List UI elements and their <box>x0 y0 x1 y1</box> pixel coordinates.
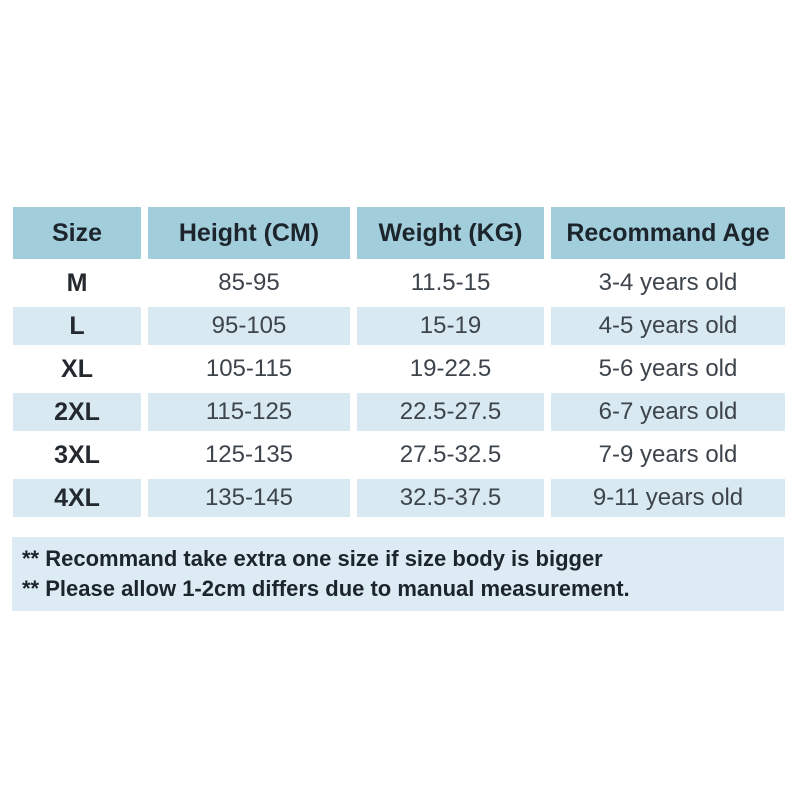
cell-weight: 32.5-37.5 <box>357 479 544 517</box>
cell-age: 3-4 years old <box>551 264 785 302</box>
footnote-size-advice: ** Recommand take extra one size if size… <box>22 545 603 571</box>
column-header-size: Size <box>13 207 141 259</box>
cell-size: 3XL <box>13 436 141 474</box>
cell-weight: 11.5-15 <box>357 264 544 302</box>
cell-weight: 22.5-27.5 <box>357 393 544 431</box>
cell-age: 5-6 years old <box>551 350 785 388</box>
cell-weight: 19-22.5 <box>357 350 544 388</box>
cell-height: 135-145 <box>148 479 350 517</box>
cell-height: 85-95 <box>148 264 350 302</box>
cell-age: 4-5 years old <box>551 307 785 345</box>
cell-size: 4XL <box>13 479 141 517</box>
column-header-height: Height (CM) <box>148 207 350 259</box>
size-table: Size Height (CM) Weight (KG) Recommand A… <box>13 207 785 517</box>
cell-weight: 15-19 <box>357 307 544 345</box>
cell-height: 115-125 <box>148 393 350 431</box>
cell-size: L <box>13 307 141 345</box>
cell-height: 105-115 <box>148 350 350 388</box>
cell-height: 95-105 <box>148 307 350 345</box>
footnote-measurement-tolerance: ** Please allow 1-2cm differs due to man… <box>22 576 630 602</box>
cell-age: 7-9 years old <box>551 436 785 474</box>
cell-age: 6-7 years old <box>551 393 785 431</box>
cell-size: M <box>13 264 141 302</box>
footnotes-band: ** Recommand take extra one size if size… <box>12 537 784 611</box>
cell-weight: 27.5-32.5 <box>357 436 544 474</box>
cell-height: 125-135 <box>148 436 350 474</box>
cell-size: 2XL <box>13 393 141 431</box>
cell-age: 9-11 years old <box>551 479 785 517</box>
column-header-weight: Weight (KG) <box>357 207 544 259</box>
cell-size: XL <box>13 350 141 388</box>
column-header-age: Recommand Age <box>551 207 785 259</box>
